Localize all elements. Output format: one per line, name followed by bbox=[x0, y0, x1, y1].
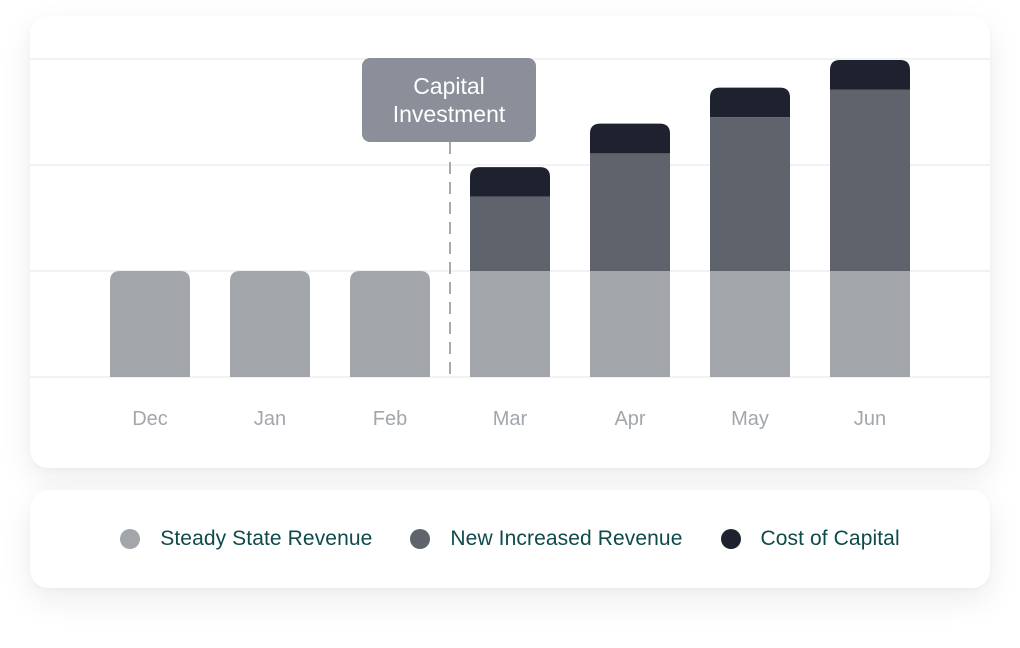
bar-jun-cost-of-capital bbox=[830, 60, 910, 90]
bar-feb-steady-state-revenue bbox=[350, 271, 430, 377]
x-tick-label: Mar bbox=[493, 408, 528, 430]
x-tick-label: Jan bbox=[254, 408, 286, 430]
x-tick-label: Apr bbox=[614, 408, 645, 430]
legend-swatch bbox=[720, 529, 741, 549]
x-tick-label: Feb bbox=[373, 408, 407, 430]
legend-label: New Increased Revenue bbox=[450, 527, 683, 550]
bar-dec-steady-state-revenue bbox=[110, 271, 190, 377]
bar-apr-cost-of-capital bbox=[590, 123, 670, 154]
x-tick-label: Dec bbox=[132, 408, 168, 430]
bar-mar-new-increased-revenue bbox=[470, 196, 550, 271]
legend-swatch bbox=[410, 529, 431, 549]
capital-investment-label-line2: Investment bbox=[393, 101, 506, 127]
legend-item-cost-of-capital: Cost of Capital bbox=[720, 527, 900, 551]
legend-swatch bbox=[120, 529, 141, 549]
capital-investment-label-line1: Capital bbox=[413, 73, 485, 99]
bar-may-cost-of-capital bbox=[710, 87, 790, 118]
legend-label: Cost of Capital bbox=[760, 527, 900, 550]
bar-apr-steady-state-revenue bbox=[590, 271, 670, 377]
capital-investment-label-box bbox=[362, 58, 536, 142]
bar-may-new-increased-revenue bbox=[710, 117, 790, 271]
x-tick-label: Jun bbox=[854, 408, 886, 430]
legend-item-new-increased-revenue: New Increased Revenue bbox=[410, 527, 682, 551]
bar-jun-steady-state-revenue bbox=[830, 271, 910, 377]
bar-mar-cost-of-capital bbox=[470, 167, 550, 197]
x-tick-label: May bbox=[731, 408, 769, 430]
legend-card: Steady State Revenue New Increased Revenu… bbox=[30, 490, 990, 588]
bar-jun-new-increased-revenue bbox=[830, 89, 910, 272]
legend-item-steady-state-revenue: Steady State Revenue bbox=[120, 527, 372, 551]
legend: Steady State Revenue New Increased Revenu… bbox=[30, 490, 990, 588]
bar-mar-steady-state-revenue bbox=[470, 271, 550, 377]
chart-card: Dec Jan Feb Mar Apr May Jun Capital Investment bbox=[30, 16, 990, 468]
bar-apr-new-increased-revenue bbox=[590, 153, 670, 271]
legend-label: Steady State Revenue bbox=[160, 527, 373, 550]
bar-jan-steady-state-revenue bbox=[230, 271, 310, 377]
bar-may-steady-state-revenue bbox=[710, 271, 790, 377]
